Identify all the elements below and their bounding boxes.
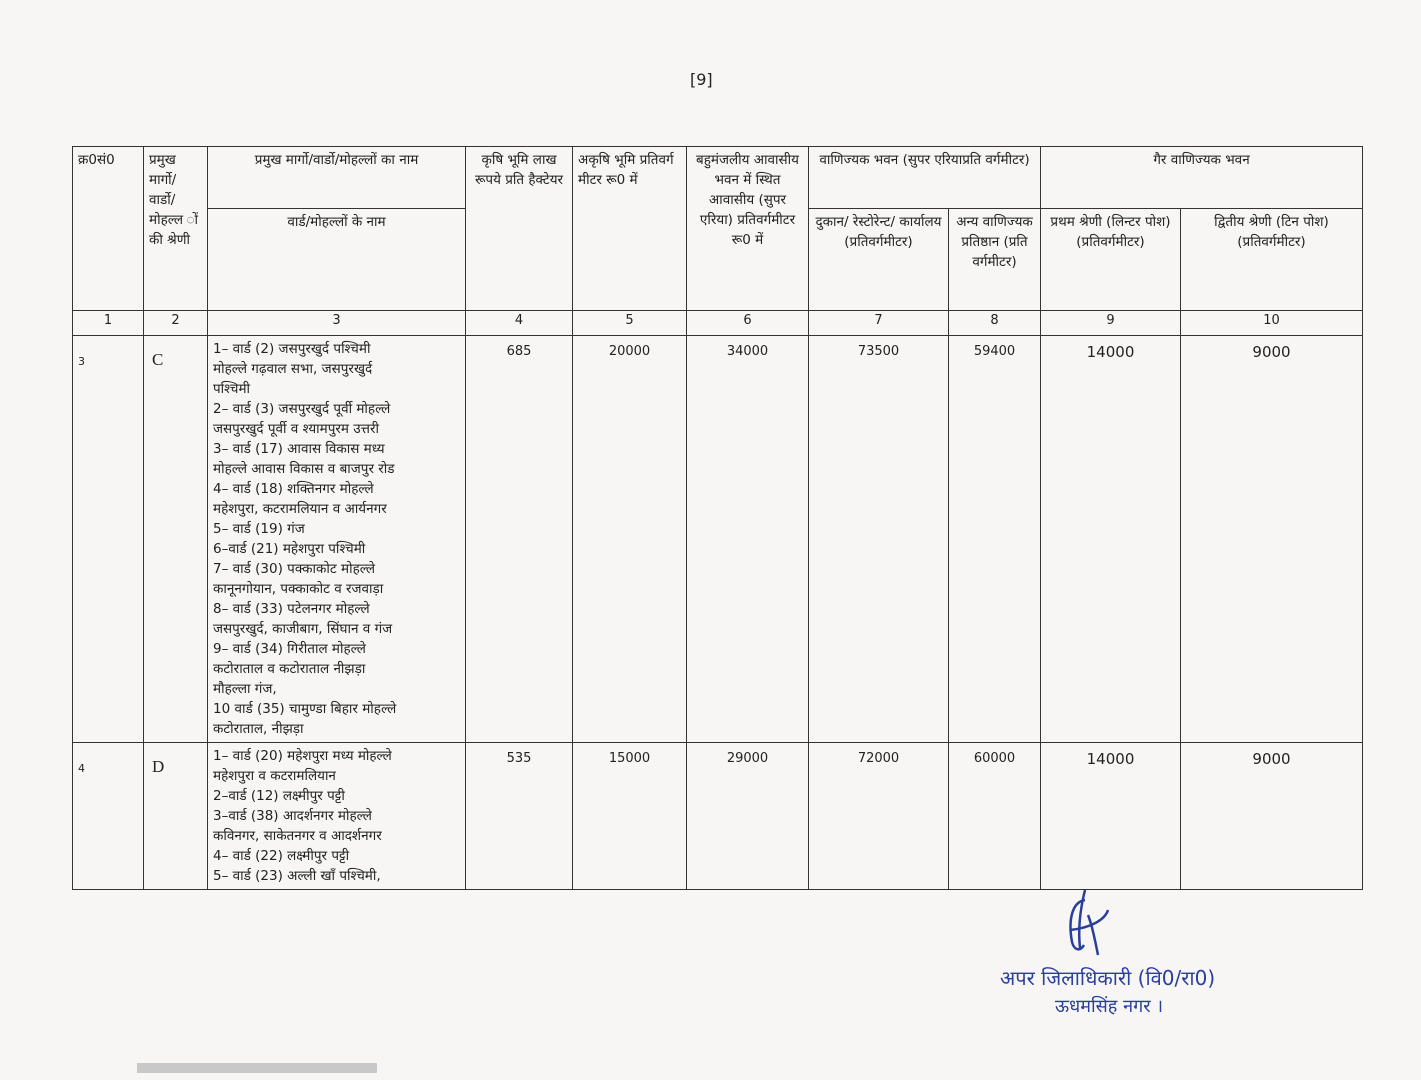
- header-commercial: वाणिज्यक भवन (सुपर एरियाप्रति वर्गमीटर): [808, 146, 1041, 209]
- ward-line: महेशपुरा, कटरामलियान व आर्यनगर: [213, 501, 387, 517]
- ward-line: 10 वार्ड (35) चामुण्डा बिहार मोहल्ले: [213, 701, 397, 717]
- rate-v7: 72000: [808, 742, 949, 890]
- col-num: 5: [572, 310, 687, 336]
- header-shop: दुकान/ रेस्टोरेन्ट/ कार्यालय (प्रतिवर्गम…: [808, 208, 949, 311]
- rate-v6: 29000: [686, 742, 809, 890]
- category: D: [143, 742, 208, 890]
- signature-mark: [1069, 889, 1110, 956]
- rate-v10: 9000: [1180, 742, 1363, 890]
- header-noncommercial: गैर वाणिज्यक भवन: [1040, 146, 1363, 209]
- rate-v4: 685: [465, 335, 573, 743]
- signatory-title: अपर जिलाधिकारी (वि0/रा0): [1000, 966, 1216, 990]
- ward-line: 3– वार्ड (17) आवास विकास मध्य: [213, 441, 385, 457]
- header-ward-names: वार्ड/मोहल्लों के नाम: [207, 208, 466, 311]
- ward-line: 8– वार्ड (33) पटेलनगर मोहल्ले: [213, 601, 370, 617]
- ward-line: 4– वार्ड (18) शक्तिनगर मोहल्ले: [213, 481, 374, 497]
- col-num: 4: [465, 310, 573, 336]
- rate-v10: 9000: [1180, 335, 1363, 743]
- ward-line: महेशपुरा व कटरामलियान: [213, 768, 336, 784]
- col-num: 10: [1180, 310, 1363, 336]
- rate-v5: 20000: [572, 335, 687, 743]
- ward-line: 1– वार्ड (20) महेशपुरा मध्य मोहल्ले: [213, 748, 392, 764]
- rate-v8: 60000: [948, 742, 1041, 890]
- rate-v9: 14000: [1040, 742, 1181, 890]
- ward-line: कटोराताल व कटोराताल नीझड़ा: [213, 661, 366, 677]
- rate-v6: 34000: [686, 335, 809, 743]
- ward-line: 9– वार्ड (34) गिरीताल मोहल्ले: [213, 641, 366, 657]
- ward-line: 1– वार्ड (2) जसपुरखुर्द पश्चिमी: [213, 341, 371, 357]
- col-num: 3: [207, 310, 466, 336]
- rate-v4: 535: [465, 742, 573, 890]
- header-other-commercial: अन्य वाणिज्यक प्रतिष्ठान (प्रति वर्गमीटर…: [948, 208, 1041, 311]
- scan-artifact-bar: [137, 1063, 377, 1073]
- col-num: 1: [72, 310, 144, 336]
- col-num: 2: [143, 310, 208, 336]
- header-category: प्रमुख मार्गो/ वार्डो/ मोहल्ल ों की श्रे…: [143, 146, 208, 311]
- ward-line: 6–वार्ड (21) महेशपुरा पश्चिमी: [213, 541, 366, 557]
- ward-line: 5– वार्ड (23) अल्ली खॉं पश्चिमी,: [213, 868, 381, 884]
- ward-line: जसपुरखुर्द पूर्वी व श्यामपुरम उत्तरी: [213, 421, 380, 437]
- ward-line: मौहल्ला गंज,: [213, 681, 277, 697]
- serial-number: 4: [72, 742, 144, 890]
- rate-v9: 14000: [1040, 335, 1181, 743]
- col-num: 6: [686, 310, 809, 336]
- ward-line: 2– वार्ड (3) जसपुरखुर्द पूर्वी मोहल्ले: [213, 401, 391, 417]
- ward-line: 5– वार्ड (19) गंज: [213, 521, 305, 537]
- column-number-row: 1 2 3 4 5 6 7 8 9 10: [72, 310, 1363, 336]
- header-first-class: प्रथम श्रेणी (लिन्टर पोश) (प्रतिवर्गमीटर…: [1040, 208, 1181, 311]
- rate-v7: 73500: [808, 335, 949, 743]
- ward-line: 7– वार्ड (30) पक्काकोट मोहल्ले: [213, 561, 375, 577]
- serial-number: 3: [72, 335, 144, 743]
- ward-line: 3–वार्ड (38) आदर्शनगर मोहल्ले: [213, 808, 372, 824]
- header-names: प्रमुख मार्गो/वार्डो/मोहल्लों का नाम: [207, 146, 466, 209]
- signature-block: अपर जिलाधिकारी (वि0/रा0) ऊधमसिंह नगर ।: [1000, 880, 1215, 1017]
- header-second-class: द्वितीय श्रेणी (टिन पोश) (प्रतिवर्गमीटर): [1180, 208, 1363, 311]
- ward-list: 1– वार्ड (2) जसपुरखुर्द पश्चिमी मोहल्ले ग…: [207, 335, 466, 743]
- ward-list: 1– वार्ड (20) महेशपुरा मध्य मोहल्ले महेशप…: [207, 742, 466, 890]
- col-num: 8: [948, 310, 1041, 336]
- rate-v5: 15000: [572, 742, 687, 890]
- table-row: 4 D 1– वार्ड (20) महेशपुरा मध्य मोहल्ले महे…: [72, 742, 1363, 890]
- signatory-place: ऊधमसिंह नगर ।: [1055, 996, 1164, 1017]
- category: C: [143, 335, 208, 743]
- header-nonagri-land: अकृषि भूमि प्रतिवर्ग मीटर रू0 में: [572, 146, 687, 311]
- ward-line: पश्चिमी: [213, 381, 251, 397]
- header-agri-land: कृषि भूमि लाख रूपये प्रति हैक्टेयर: [465, 146, 573, 311]
- ward-line: 4– वार्ड (22) लक्ष्मीपुर पट्टी: [213, 848, 350, 864]
- ward-line: 2–वार्ड (12) लक्ष्मीपुर पट्टी: [213, 788, 345, 804]
- ward-line: मोहल्ले गढ़वाल सभा, जसपुरखुर्द: [213, 361, 373, 377]
- ward-line: कानूनगोयान, पक्काकोट व रजवाड़ा: [213, 581, 384, 597]
- ward-line: कविनगर, साकेतनगर व आदर्शनगर: [213, 828, 382, 844]
- col-num: 7: [808, 310, 949, 336]
- rate-table: क्र0सं0 प्रमुख मार्गो/ वार्डो/ मोहल्ल ों…: [72, 146, 1363, 890]
- col-num: 9: [1040, 310, 1181, 336]
- header-multistorey: बहुमंजलीय आवासीय भवन में स्थित आवासीय (स…: [686, 146, 809, 311]
- table-row: 3 C 1– वार्ड (2) जसपुरखुर्द पश्चिमी मोहल्ले…: [72, 335, 1363, 743]
- ward-line: जसपुरखुर्द, काजीबाग, सिंघान व गंज: [213, 621, 393, 637]
- ward-line: कटोराताल, नीझड़ा: [213, 721, 304, 737]
- rate-v8: 59400: [948, 335, 1041, 743]
- page-number: [9]: [690, 70, 713, 89]
- header-sno: क्र0सं0: [72, 146, 144, 311]
- ward-line: मोहल्ले आवास विकास व बाजपुर रोड: [213, 461, 395, 477]
